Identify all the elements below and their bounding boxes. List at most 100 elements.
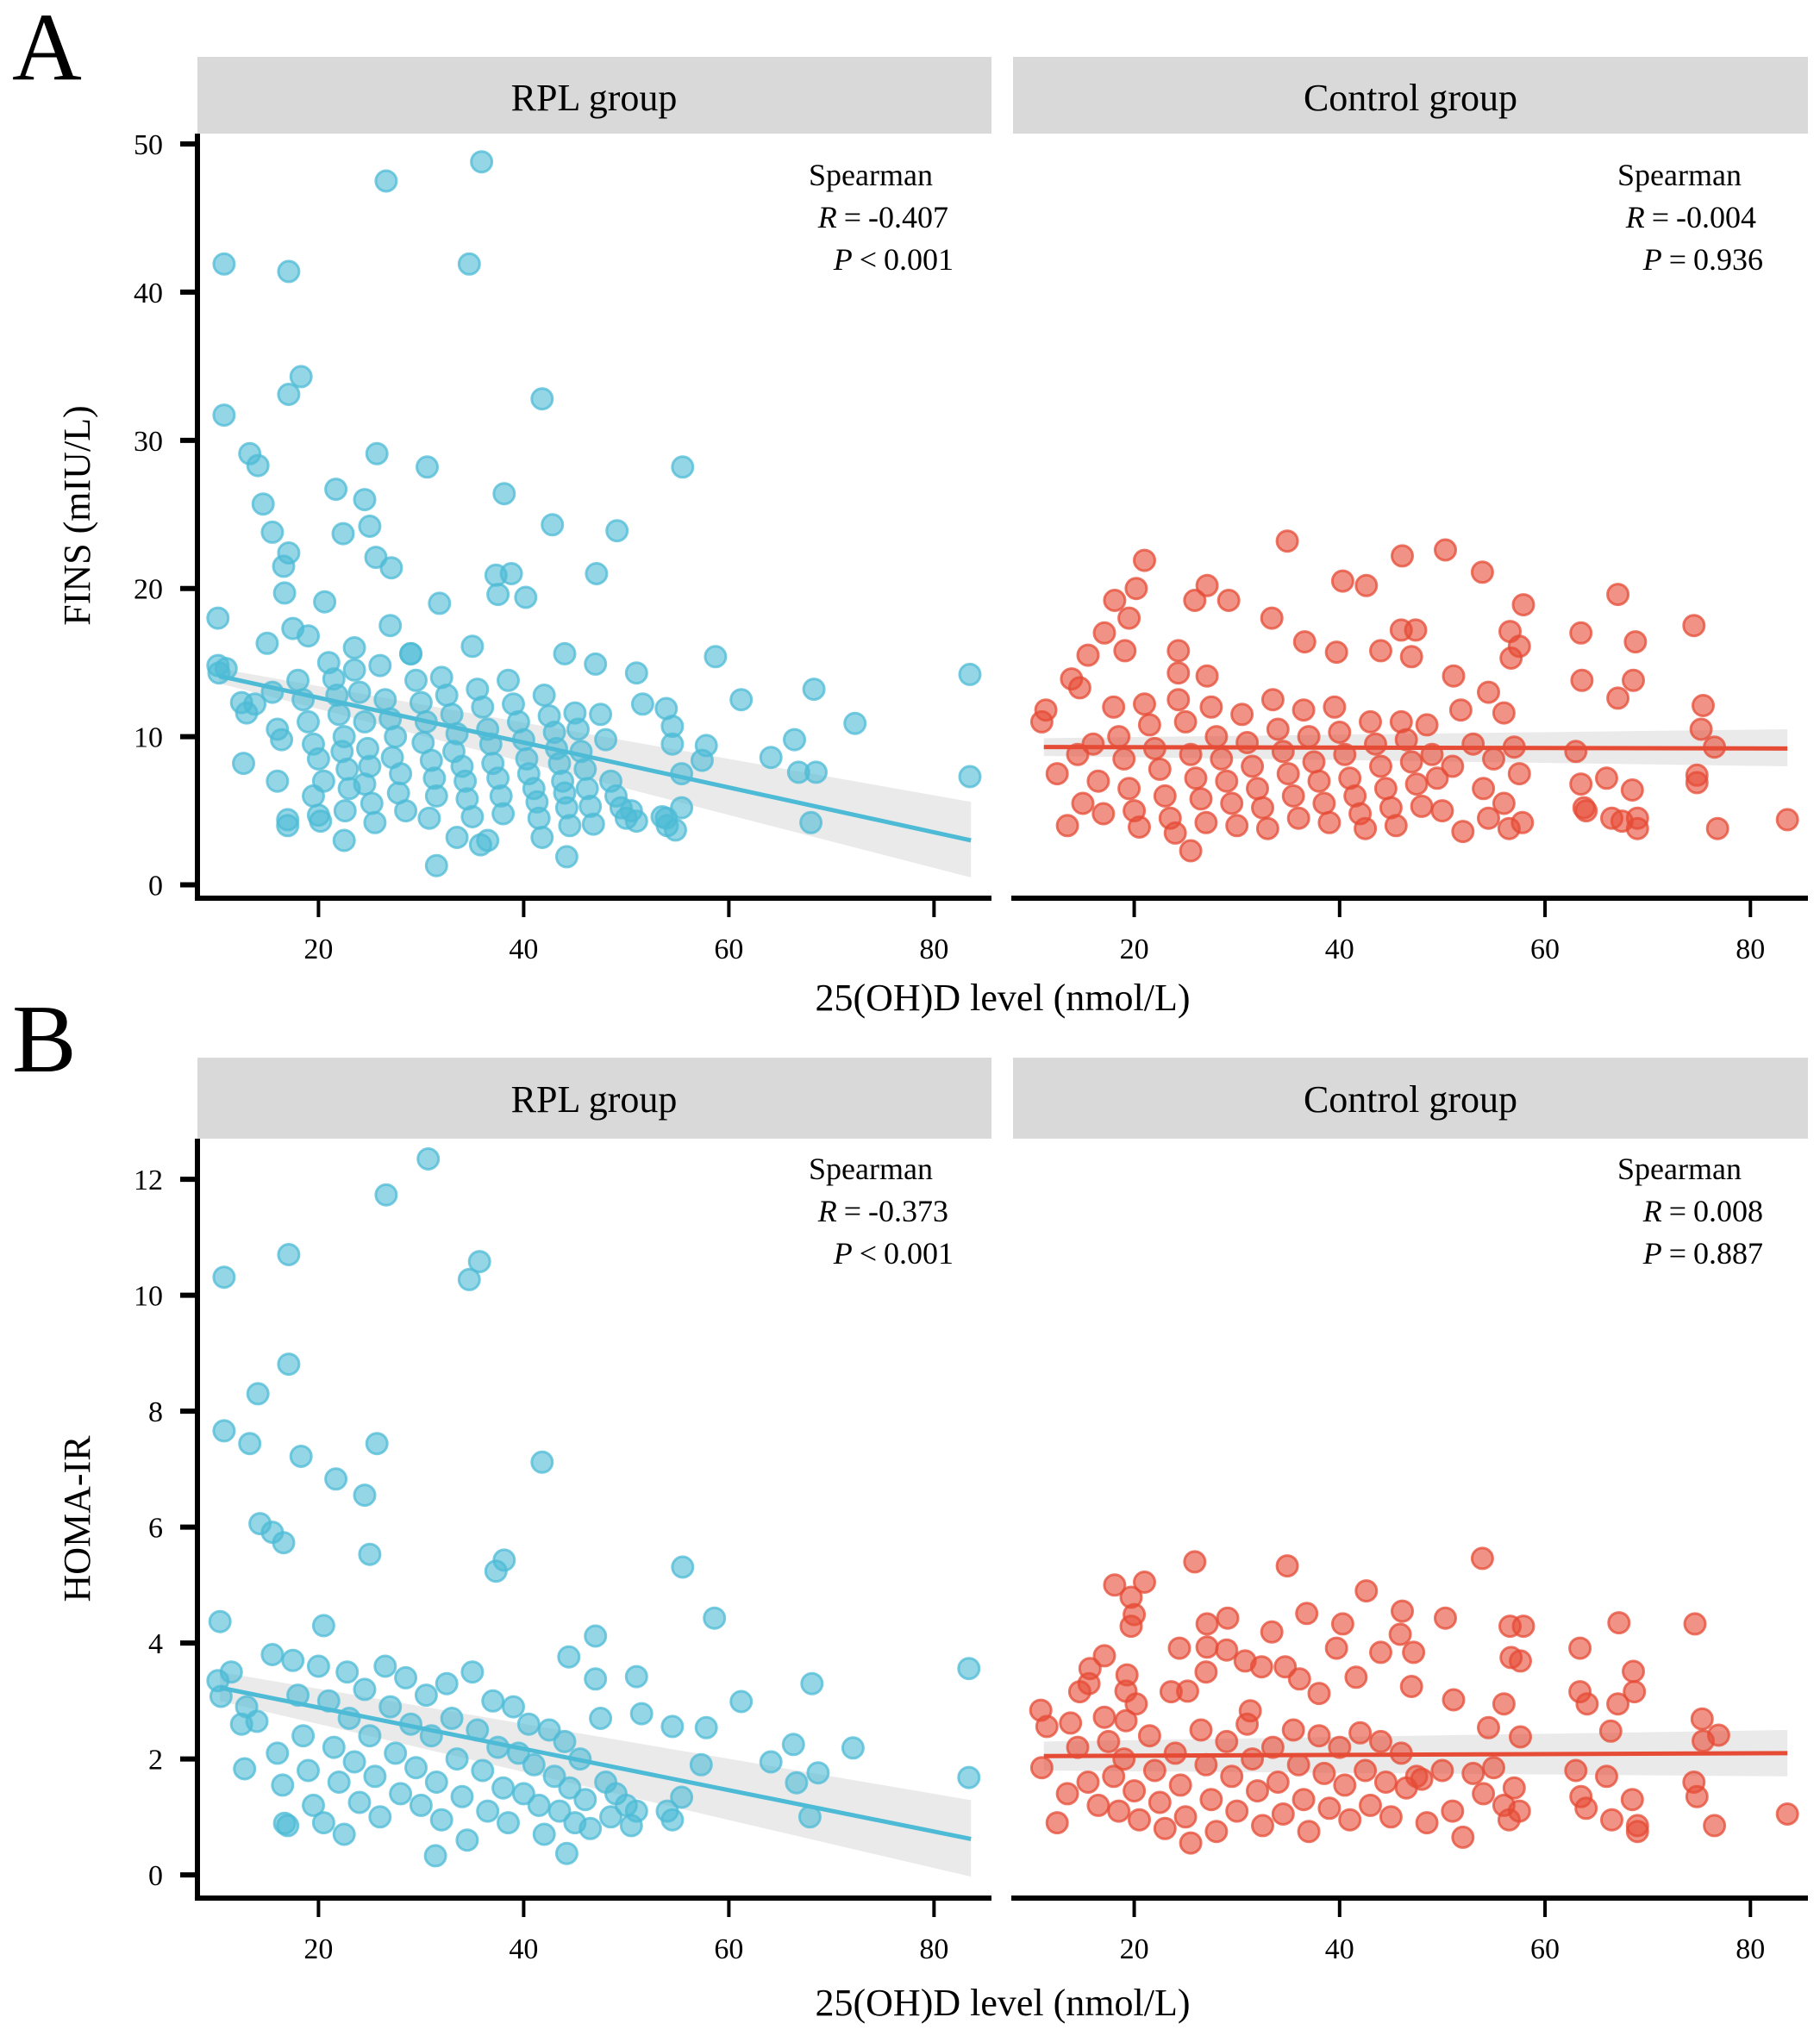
- data-point: [554, 1841, 579, 1865]
- data-point: [1266, 717, 1290, 741]
- data-point: [516, 1712, 541, 1736]
- data-point: [1369, 639, 1392, 663]
- data-point: [1260, 1620, 1284, 1644]
- data-point: [759, 1750, 783, 1774]
- data-point: [457, 1267, 481, 1291]
- data-point: [1430, 1758, 1454, 1783]
- data-point: [327, 1771, 351, 1794]
- data-point: [276, 1814, 300, 1838]
- data-point: [1113, 639, 1137, 663]
- data-point: [1689, 717, 1713, 741]
- y-tick-label: 2: [148, 1745, 163, 1777]
- data-point: [1266, 1771, 1290, 1794]
- stats-b-rpl-r: R = -0.373: [817, 1194, 948, 1228]
- data-point: [1133, 692, 1156, 716]
- data-point: [497, 1811, 520, 1835]
- data-point: [435, 1671, 459, 1696]
- data-point: [1153, 784, 1177, 808]
- data-point: [297, 709, 320, 734]
- data-point: [785, 1771, 809, 1795]
- plot-b-control: [1029, 1546, 1799, 1855]
- data-point: [219, 1660, 243, 1684]
- p-operator: =: [1669, 1236, 1686, 1271]
- data-point: [1404, 618, 1428, 642]
- x-tick-label: 80: [919, 1933, 948, 1965]
- data-point: [599, 1805, 622, 1829]
- data-point: [440, 1707, 464, 1730]
- data-point: [276, 814, 300, 838]
- data-point: [1281, 784, 1305, 808]
- data-point: [1199, 1788, 1223, 1812]
- stats-b-rpl: Spearman R = -0.373 P <0.001: [809, 1152, 954, 1271]
- panel-letter-b: B: [12, 986, 77, 1093]
- data-point: [1373, 1771, 1398, 1794]
- data-point: [272, 581, 297, 605]
- data-point: [554, 845, 579, 869]
- data-point: [537, 1718, 561, 1742]
- axes-a: 20 40 60 80 0 10 20 30 40 50 20 40 60 80: [134, 129, 1808, 965]
- data-point: [1564, 1758, 1588, 1783]
- data-point: [1323, 695, 1347, 719]
- data-point: [1595, 766, 1618, 790]
- data-point: [429, 1808, 453, 1832]
- data-point: [1685, 771, 1709, 795]
- data-point: [471, 695, 495, 719]
- y-tick-label: 6: [148, 1513, 163, 1545]
- data-point: [497, 668, 520, 692]
- data-point: [1369, 1640, 1392, 1664]
- y-tick-label: 50: [134, 129, 163, 161]
- data-point: [1574, 799, 1598, 823]
- stats-a-control-r: R = -0.004: [1625, 200, 1756, 234]
- data-point: [542, 1764, 566, 1789]
- data-point: [690, 748, 714, 772]
- data-point: [1482, 746, 1505, 771]
- data-point: [1246, 777, 1269, 801]
- x-tick-label: 20: [303, 1933, 333, 1965]
- data-point: [957, 1765, 981, 1789]
- data-point: [630, 692, 654, 716]
- data-point: [368, 1805, 392, 1829]
- data-point: [1510, 810, 1535, 834]
- data-point: [212, 1419, 236, 1443]
- data-point: [1128, 1808, 1151, 1832]
- r-symbol: R: [1625, 200, 1645, 234]
- data-point: [1399, 645, 1423, 669]
- data-point: [1623, 1680, 1647, 1704]
- data-point: [1216, 1606, 1240, 1630]
- regression-line: [1043, 745, 1788, 751]
- data-point: [1598, 1719, 1623, 1743]
- data-point: [243, 692, 267, 716]
- data-point: [584, 1624, 608, 1648]
- data-point: [1477, 806, 1500, 830]
- data-point: [579, 1816, 603, 1840]
- data-point: [671, 1555, 695, 1579]
- data-point: [481, 1689, 505, 1713]
- data-point: [1404, 772, 1429, 796]
- data-point: [1568, 1636, 1592, 1660]
- data-point: [260, 520, 285, 544]
- data-point: [335, 1660, 360, 1684]
- data-point: [1425, 766, 1449, 790]
- data-point: [281, 1648, 305, 1672]
- strip-b-rpl-label: RPL group: [511, 1078, 678, 1121]
- x-tick-label: 60: [1530, 934, 1560, 965]
- data-point: [358, 1542, 382, 1566]
- strip-b-control-label: Control group: [1304, 1078, 1517, 1121]
- data-point: [1137, 1724, 1161, 1748]
- stats-a-rpl-r: R = -0.407: [817, 200, 948, 234]
- data-point: [1092, 1644, 1116, 1668]
- data-point: [363, 810, 387, 834]
- data-point: [783, 728, 806, 752]
- data-point: [1430, 799, 1454, 823]
- data-point: [353, 488, 377, 512]
- data-point: [1173, 1805, 1198, 1829]
- data-point: [238, 1432, 262, 1456]
- data-point: [1081, 732, 1105, 756]
- data-point: [297, 624, 320, 648]
- data-point: [1482, 1756, 1505, 1780]
- data-point: [374, 169, 398, 193]
- data-point: [1359, 1793, 1382, 1817]
- data-point: [1622, 1659, 1645, 1683]
- data-point: [660, 1808, 685, 1832]
